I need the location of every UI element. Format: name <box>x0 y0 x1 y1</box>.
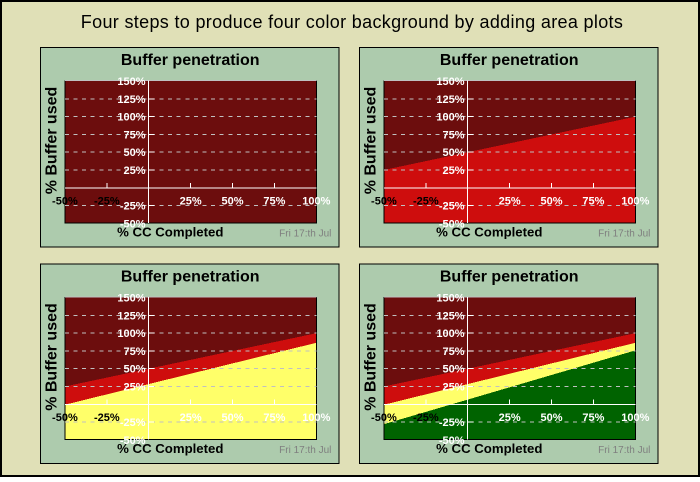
svg-text:-50%: -50% <box>371 412 397 424</box>
svg-text:50%: 50% <box>442 364 464 376</box>
svg-text:-50%: -50% <box>120 218 146 230</box>
svg-text:% CC Completed: % CC Completed <box>117 441 223 456</box>
svg-text:Buffer penetration: Buffer penetration <box>121 52 260 69</box>
svg-text:25%: 25% <box>442 382 464 394</box>
svg-text:Fri 17:th Jul: Fri 17:th Jul <box>598 445 650 456</box>
svg-text:150%: 150% <box>436 293 464 305</box>
svg-text:-25%: -25% <box>120 201 146 213</box>
svg-text:75%: 75% <box>123 346 145 358</box>
svg-text:75%: 75% <box>442 130 464 142</box>
svg-text:50%: 50% <box>540 196 562 208</box>
svg-text:25%: 25% <box>180 412 202 424</box>
svg-text:50%: 50% <box>442 147 464 159</box>
svg-text:50%: 50% <box>123 364 145 376</box>
svg-text:125%: 125% <box>117 310 145 322</box>
svg-text:100%: 100% <box>436 112 464 124</box>
svg-text:% Buffer used: % Buffer used <box>44 87 61 195</box>
svg-text:50%: 50% <box>540 412 562 424</box>
svg-text:-50%: -50% <box>120 435 146 447</box>
svg-text:Fri 17:th Jul: Fri 17:th Jul <box>279 228 331 239</box>
svg-text:-50%: -50% <box>371 196 397 208</box>
svg-text:-50%: -50% <box>439 218 465 230</box>
svg-text:150%: 150% <box>436 76 464 88</box>
svg-text:75%: 75% <box>582 412 604 424</box>
svg-text:-50%: -50% <box>439 435 465 447</box>
svg-text:150%: 150% <box>117 293 145 305</box>
svg-text:25%: 25% <box>499 412 521 424</box>
svg-text:150%: 150% <box>117 76 145 88</box>
svg-text:125%: 125% <box>117 94 145 106</box>
svg-text:75%: 75% <box>123 130 145 142</box>
svg-text:25%: 25% <box>442 165 464 177</box>
svg-text:100%: 100% <box>117 112 145 124</box>
svg-text:100%: 100% <box>302 412 330 424</box>
svg-text:Buffer penetration: Buffer penetration <box>121 268 260 285</box>
svg-text:75%: 75% <box>582 196 604 208</box>
svg-text:-25%: -25% <box>120 417 146 429</box>
svg-text:-25%: -25% <box>439 417 465 429</box>
svg-text:Four steps to produce four col: Four steps to produce four color backgro… <box>81 12 623 32</box>
svg-text:Buffer penetration: Buffer penetration <box>440 268 579 285</box>
svg-text:50%: 50% <box>123 147 145 159</box>
svg-text:75%: 75% <box>442 346 464 358</box>
svg-text:-25%: -25% <box>94 412 120 424</box>
svg-text:100%: 100% <box>117 328 145 340</box>
svg-text:-25%: -25% <box>413 412 439 424</box>
svg-text:% Buffer used: % Buffer used <box>363 87 380 195</box>
svg-text:-50%: -50% <box>52 196 78 208</box>
svg-text:25%: 25% <box>123 382 145 394</box>
svg-text:-25%: -25% <box>94 196 120 208</box>
svg-text:% Buffer used: % Buffer used <box>363 303 380 411</box>
svg-text:% CC Completed: % CC Completed <box>117 224 223 239</box>
svg-text:25%: 25% <box>123 165 145 177</box>
svg-text:100%: 100% <box>436 328 464 340</box>
svg-text:Fri 17:th Jul: Fri 17:th Jul <box>279 445 331 456</box>
svg-text:-25%: -25% <box>439 201 465 213</box>
svg-text:100%: 100% <box>621 196 649 208</box>
svg-text:50%: 50% <box>221 196 243 208</box>
svg-text:25%: 25% <box>180 196 202 208</box>
svg-text:% CC Completed: % CC Completed <box>436 224 542 239</box>
svg-text:75%: 75% <box>263 196 285 208</box>
svg-text:-50%: -50% <box>52 412 78 424</box>
svg-text:50%: 50% <box>221 412 243 424</box>
svg-text:25%: 25% <box>499 196 521 208</box>
svg-text:125%: 125% <box>436 94 464 106</box>
svg-text:100%: 100% <box>302 196 330 208</box>
svg-text:% CC Completed: % CC Completed <box>436 441 542 456</box>
svg-text:% Buffer used: % Buffer used <box>44 303 61 411</box>
svg-text:125%: 125% <box>436 310 464 322</box>
svg-text:-25%: -25% <box>413 196 439 208</box>
svg-text:Buffer penetration: Buffer penetration <box>440 52 579 69</box>
svg-text:75%: 75% <box>263 412 285 424</box>
svg-text:Fri 17:th Jul: Fri 17:th Jul <box>598 228 650 239</box>
svg-text:100%: 100% <box>621 412 649 424</box>
